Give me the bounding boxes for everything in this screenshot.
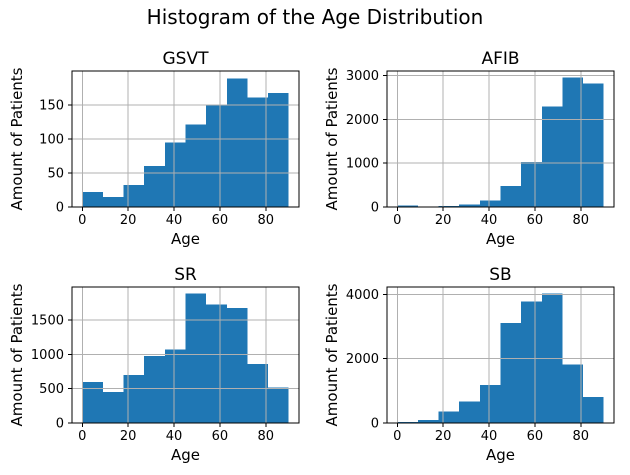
axes-spines (386, 286, 615, 424)
histogram-bar (500, 322, 522, 423)
x-tick-label: 0 (78, 213, 86, 228)
x-tick-label: 20 (120, 429, 137, 444)
x-axis-label: Age (486, 446, 515, 464)
histogram-bar (185, 293, 207, 423)
histogram-bar (459, 401, 480, 423)
y-tick-label: 4000 (346, 288, 379, 303)
y-tick-label: 1000 (31, 348, 64, 363)
histogram-bar (417, 419, 439, 423)
subplot-title: GSVT (163, 49, 210, 69)
axes-sb: 0 20 40 60 80 0 2000 4000 SB Age Amount of Patient… (323, 265, 615, 464)
x-axis-label: Age (486, 230, 515, 248)
x-tick-label: 40 (166, 213, 183, 228)
y-tick-label: 1500 (31, 314, 64, 329)
y-tick-label: 100 (39, 133, 64, 148)
subplot-afib: 0 20 40 60 80 0 1000 2000 3000 AFIB Age Amount of P… (323, 49, 615, 248)
y-tick-label: 0 (56, 201, 64, 216)
histogram-bar (500, 185, 522, 207)
y-axis-label: Amount of Patients (323, 67, 341, 210)
x-tick-label: 20 (120, 213, 137, 228)
histogram-bar (206, 304, 227, 423)
y-axis-label: Amount of Patients (323, 283, 341, 426)
histogram-bar (247, 97, 269, 207)
y-tick-label: 1000 (346, 157, 379, 172)
x-tick-label: 80 (257, 429, 274, 444)
histogram-bar (144, 166, 165, 207)
histogram-bar (164, 349, 186, 423)
subplot-title: SB (489, 265, 511, 285)
histogram-bar (562, 364, 584, 423)
histogram-bar (247, 364, 269, 423)
x-tick-label: 60 (527, 213, 544, 228)
y-tick-label: 2000 (346, 113, 379, 128)
histogram-bar (123, 375, 145, 423)
x-tick-label: 60 (212, 213, 229, 228)
histogram-bar (164, 142, 186, 207)
y-tick-label: 500 (39, 382, 64, 397)
histogram-bar (521, 161, 542, 207)
subplot-title: AFIB (481, 49, 519, 69)
x-axis-label: Age (171, 446, 200, 464)
histogram-bar (438, 205, 460, 207)
histogram-bar (562, 77, 584, 207)
histogram-bar (583, 396, 604, 423)
axes-sr: 0 20 40 60 80 0 500 1000 1500 SR Age Amount of Pati… (8, 265, 300, 464)
x-tick-label: 0 (393, 213, 401, 228)
x-tick-label: 40 (481, 429, 498, 444)
histogram-bar (268, 92, 289, 207)
y-axis-label: Amount of Patients (8, 67, 26, 210)
x-tick-label: 80 (257, 213, 274, 228)
y-tick-label: 150 (39, 99, 64, 114)
histogram-bar (268, 387, 289, 423)
histogram-bar (479, 200, 501, 207)
x-tick-label: 60 (212, 429, 229, 444)
y-tick-label: 0 (371, 417, 379, 432)
histogram-bar (541, 106, 563, 207)
x-tick-label: 80 (572, 213, 589, 228)
histogram-bar (185, 124, 207, 207)
x-tick-label: 60 (527, 429, 544, 444)
histogram-bar (583, 83, 604, 207)
histogram-bar (521, 301, 542, 423)
subplot-title: SR (174, 265, 197, 285)
histogram-bar (397, 205, 418, 207)
axes-afib: 0 20 40 60 80 0 1000 2000 3000 AFIB Age Amount of P… (323, 49, 615, 248)
histogram-bar (144, 355, 165, 423)
y-tick-label: 50 (47, 167, 64, 182)
x-tick-label: 0 (78, 429, 86, 444)
subplot-sr: 0 20 40 60 80 0 500 1000 1500 SR Age Amount of Pati… (8, 265, 300, 464)
subplot-sb: 0 20 40 60 80 0 2000 4000 SB Age Amount of Patient… (323, 265, 615, 464)
histogram-bar (82, 381, 103, 423)
histogram-bar (459, 204, 480, 207)
histogram-bar (123, 185, 145, 207)
x-tick-label: 80 (572, 429, 589, 444)
x-axis-label: Age (171, 230, 200, 248)
histogram-bar (438, 411, 460, 423)
x-tick-label: 40 (481, 213, 498, 228)
axes-spines (71, 286, 300, 424)
subplot-gsvt: 0 20 40 60 80 0 50 100 150 GSVT Age Amount of Patie… (8, 49, 300, 248)
y-tick-label: 3000 (346, 69, 379, 84)
axes-spines (386, 70, 615, 208)
histogram-bar (82, 192, 103, 207)
histogram-bar (206, 105, 227, 207)
histogram-bar (226, 78, 248, 207)
histogram-bar (102, 392, 124, 423)
axes-gsvt: 0 20 40 60 80 0 50 100 150 GSVT Age Amount of Patie… (8, 49, 300, 248)
figure-title: Histogram of the Age Distribution (146, 5, 484, 29)
y-tick-label: 0 (56, 417, 64, 432)
y-tick-label: 0 (371, 201, 379, 216)
histogram-bar (479, 384, 501, 423)
x-tick-label: 40 (166, 429, 183, 444)
histogram-bar (102, 196, 124, 207)
x-tick-label: 0 (393, 429, 401, 444)
x-tick-label: 20 (435, 213, 452, 228)
y-tick-label: 2000 (346, 352, 379, 367)
x-tick-label: 20 (435, 429, 452, 444)
histogram-bar (226, 307, 248, 423)
y-axis-label: Amount of Patients (8, 283, 26, 426)
